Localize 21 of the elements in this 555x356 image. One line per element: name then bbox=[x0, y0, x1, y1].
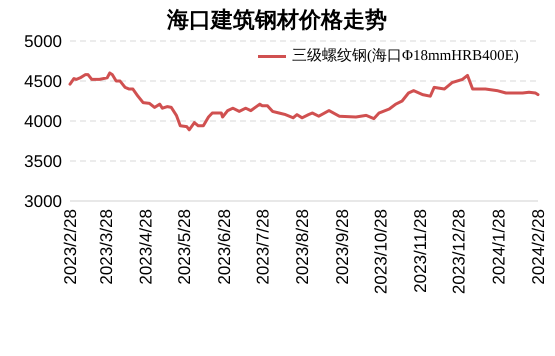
x-tick-label: 2023/11/28 bbox=[411, 209, 430, 293]
y-tick-label: 3000 bbox=[24, 192, 62, 211]
x-tick-label: 2023/4/28 bbox=[136, 209, 156, 285]
x-tick-label: 2023/7/28 bbox=[253, 209, 272, 285]
y-tick-label: 4000 bbox=[24, 112, 62, 131]
x-tick-label: 2023/2/28 bbox=[61, 209, 80, 285]
x-tick-label: 2023/5/28 bbox=[175, 209, 194, 285]
y-tick-label: 4500 bbox=[24, 72, 62, 91]
x-tick-label: 2023/10/28 bbox=[371, 209, 390, 294]
x-tick-label: 2024/2/28 bbox=[529, 209, 548, 285]
x-tick-label: 2024/1/28 bbox=[489, 209, 508, 285]
x-tick-label: 2023/6/28 bbox=[214, 209, 234, 285]
x-tick-label: 2023/8/28 bbox=[293, 209, 312, 285]
y-tick-label: 5000 bbox=[24, 32, 62, 51]
x-tick-label: 2023/12/28 bbox=[450, 209, 469, 294]
y-tick-label: 3500 bbox=[24, 152, 62, 171]
legend: 三级螺纹钢(海口Φ18mmHRB400E) bbox=[258, 47, 543, 66]
legend-label: 三级螺纹钢(海口Φ18mmHRB400E) bbox=[292, 48, 519, 64]
chart-title: 海口建筑钢材价格走势 bbox=[166, 7, 387, 32]
x-tick-label: 2023/3/28 bbox=[96, 209, 116, 285]
x-tick-label: 2023/9/28 bbox=[332, 209, 352, 285]
